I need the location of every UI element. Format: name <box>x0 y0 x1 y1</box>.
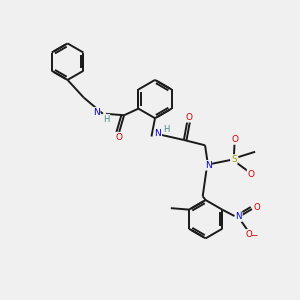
Text: O: O <box>245 230 252 239</box>
Text: O: O <box>248 169 254 178</box>
Text: N: N <box>154 129 161 138</box>
Text: H: H <box>164 124 170 134</box>
Text: O: O <box>185 113 192 122</box>
Text: O: O <box>231 135 238 144</box>
Text: O: O <box>115 133 122 142</box>
Text: N: N <box>93 108 100 117</box>
Text: O: O <box>254 203 260 212</box>
Text: H: H <box>103 115 110 124</box>
Text: N: N <box>205 161 212 170</box>
Text: N: N <box>236 212 242 221</box>
Text: −: − <box>250 230 258 239</box>
Text: S: S <box>231 155 237 164</box>
